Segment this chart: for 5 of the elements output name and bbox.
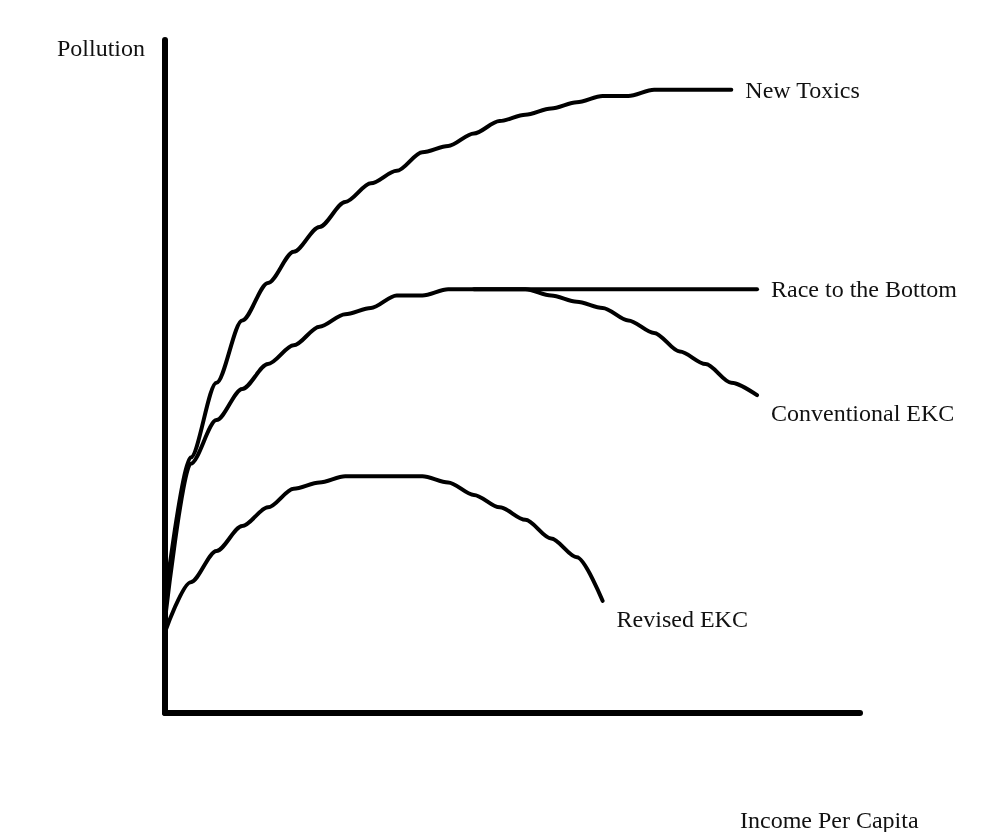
series-label: Conventional EKC bbox=[771, 400, 955, 427]
series-label: New Toxics bbox=[745, 76, 860, 103]
y-axis-title: Pollution bbox=[56, 35, 145, 61]
series-label: Revised EKC bbox=[616, 605, 748, 632]
series-label: Race to the Bottom bbox=[771, 276, 958, 303]
